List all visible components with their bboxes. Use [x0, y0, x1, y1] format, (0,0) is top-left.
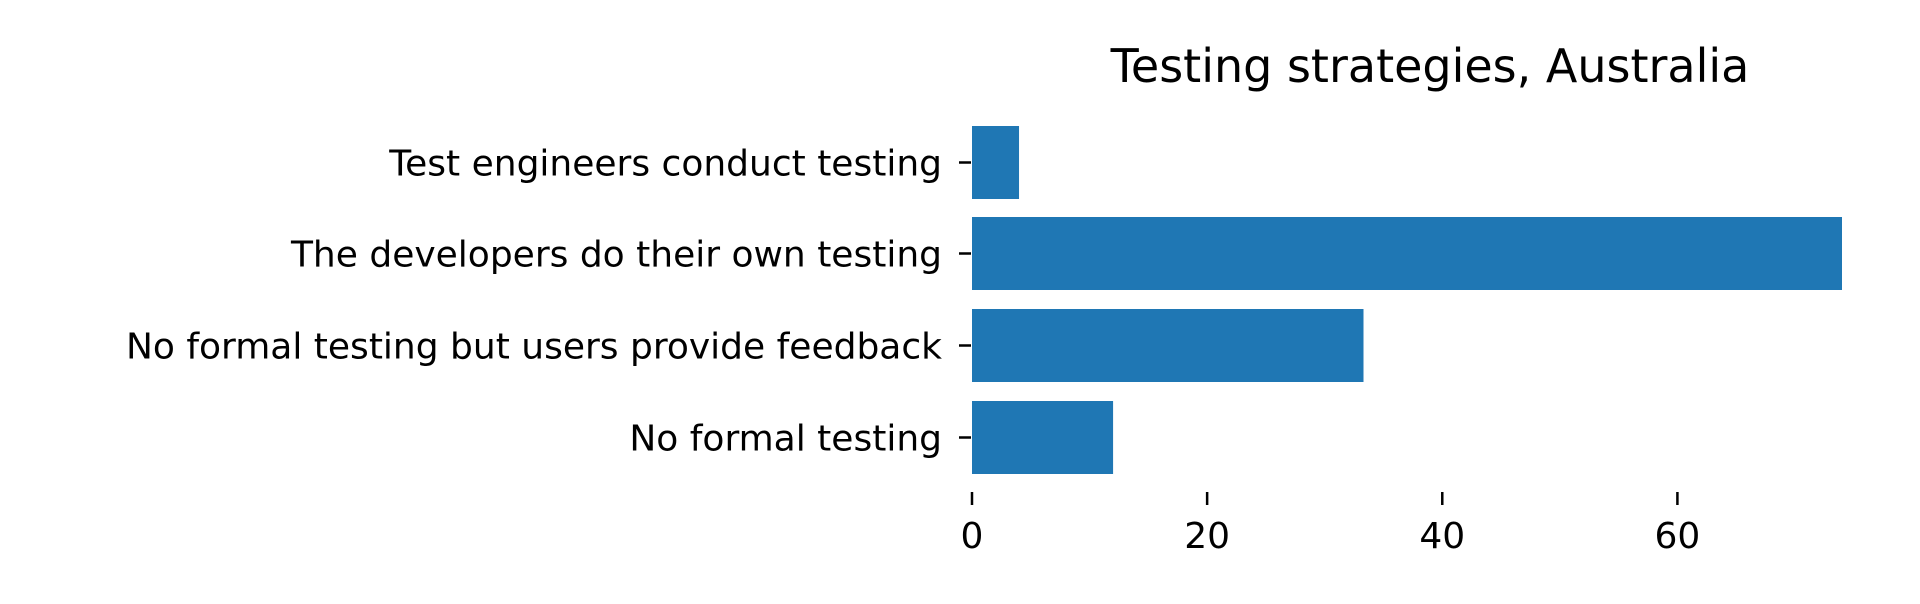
category-label: The developers do their own testing: [290, 235, 942, 276]
y-axis: Test engineers conduct testing The develo…: [126, 144, 971, 460]
x-axis: 0 20 40 60: [961, 492, 1700, 557]
x-tick-label: 60: [1654, 516, 1700, 557]
bar: [972, 401, 1114, 474]
x-tick-label: 20: [1184, 516, 1230, 557]
bars-layer: [972, 126, 1842, 474]
bar: [972, 217, 1842, 290]
bar: [972, 126, 1020, 199]
x-tick-label: 40: [1419, 516, 1465, 557]
category-label: No formal testing: [629, 419, 942, 460]
bar: [972, 309, 1364, 382]
x-tick-label: 0: [961, 516, 984, 557]
category-label: Test engineers conduct testing: [388, 144, 942, 185]
chart-title: Testing strategies, Australia: [1110, 39, 1750, 93]
category-label: No formal testing but users provide feed…: [126, 327, 942, 368]
